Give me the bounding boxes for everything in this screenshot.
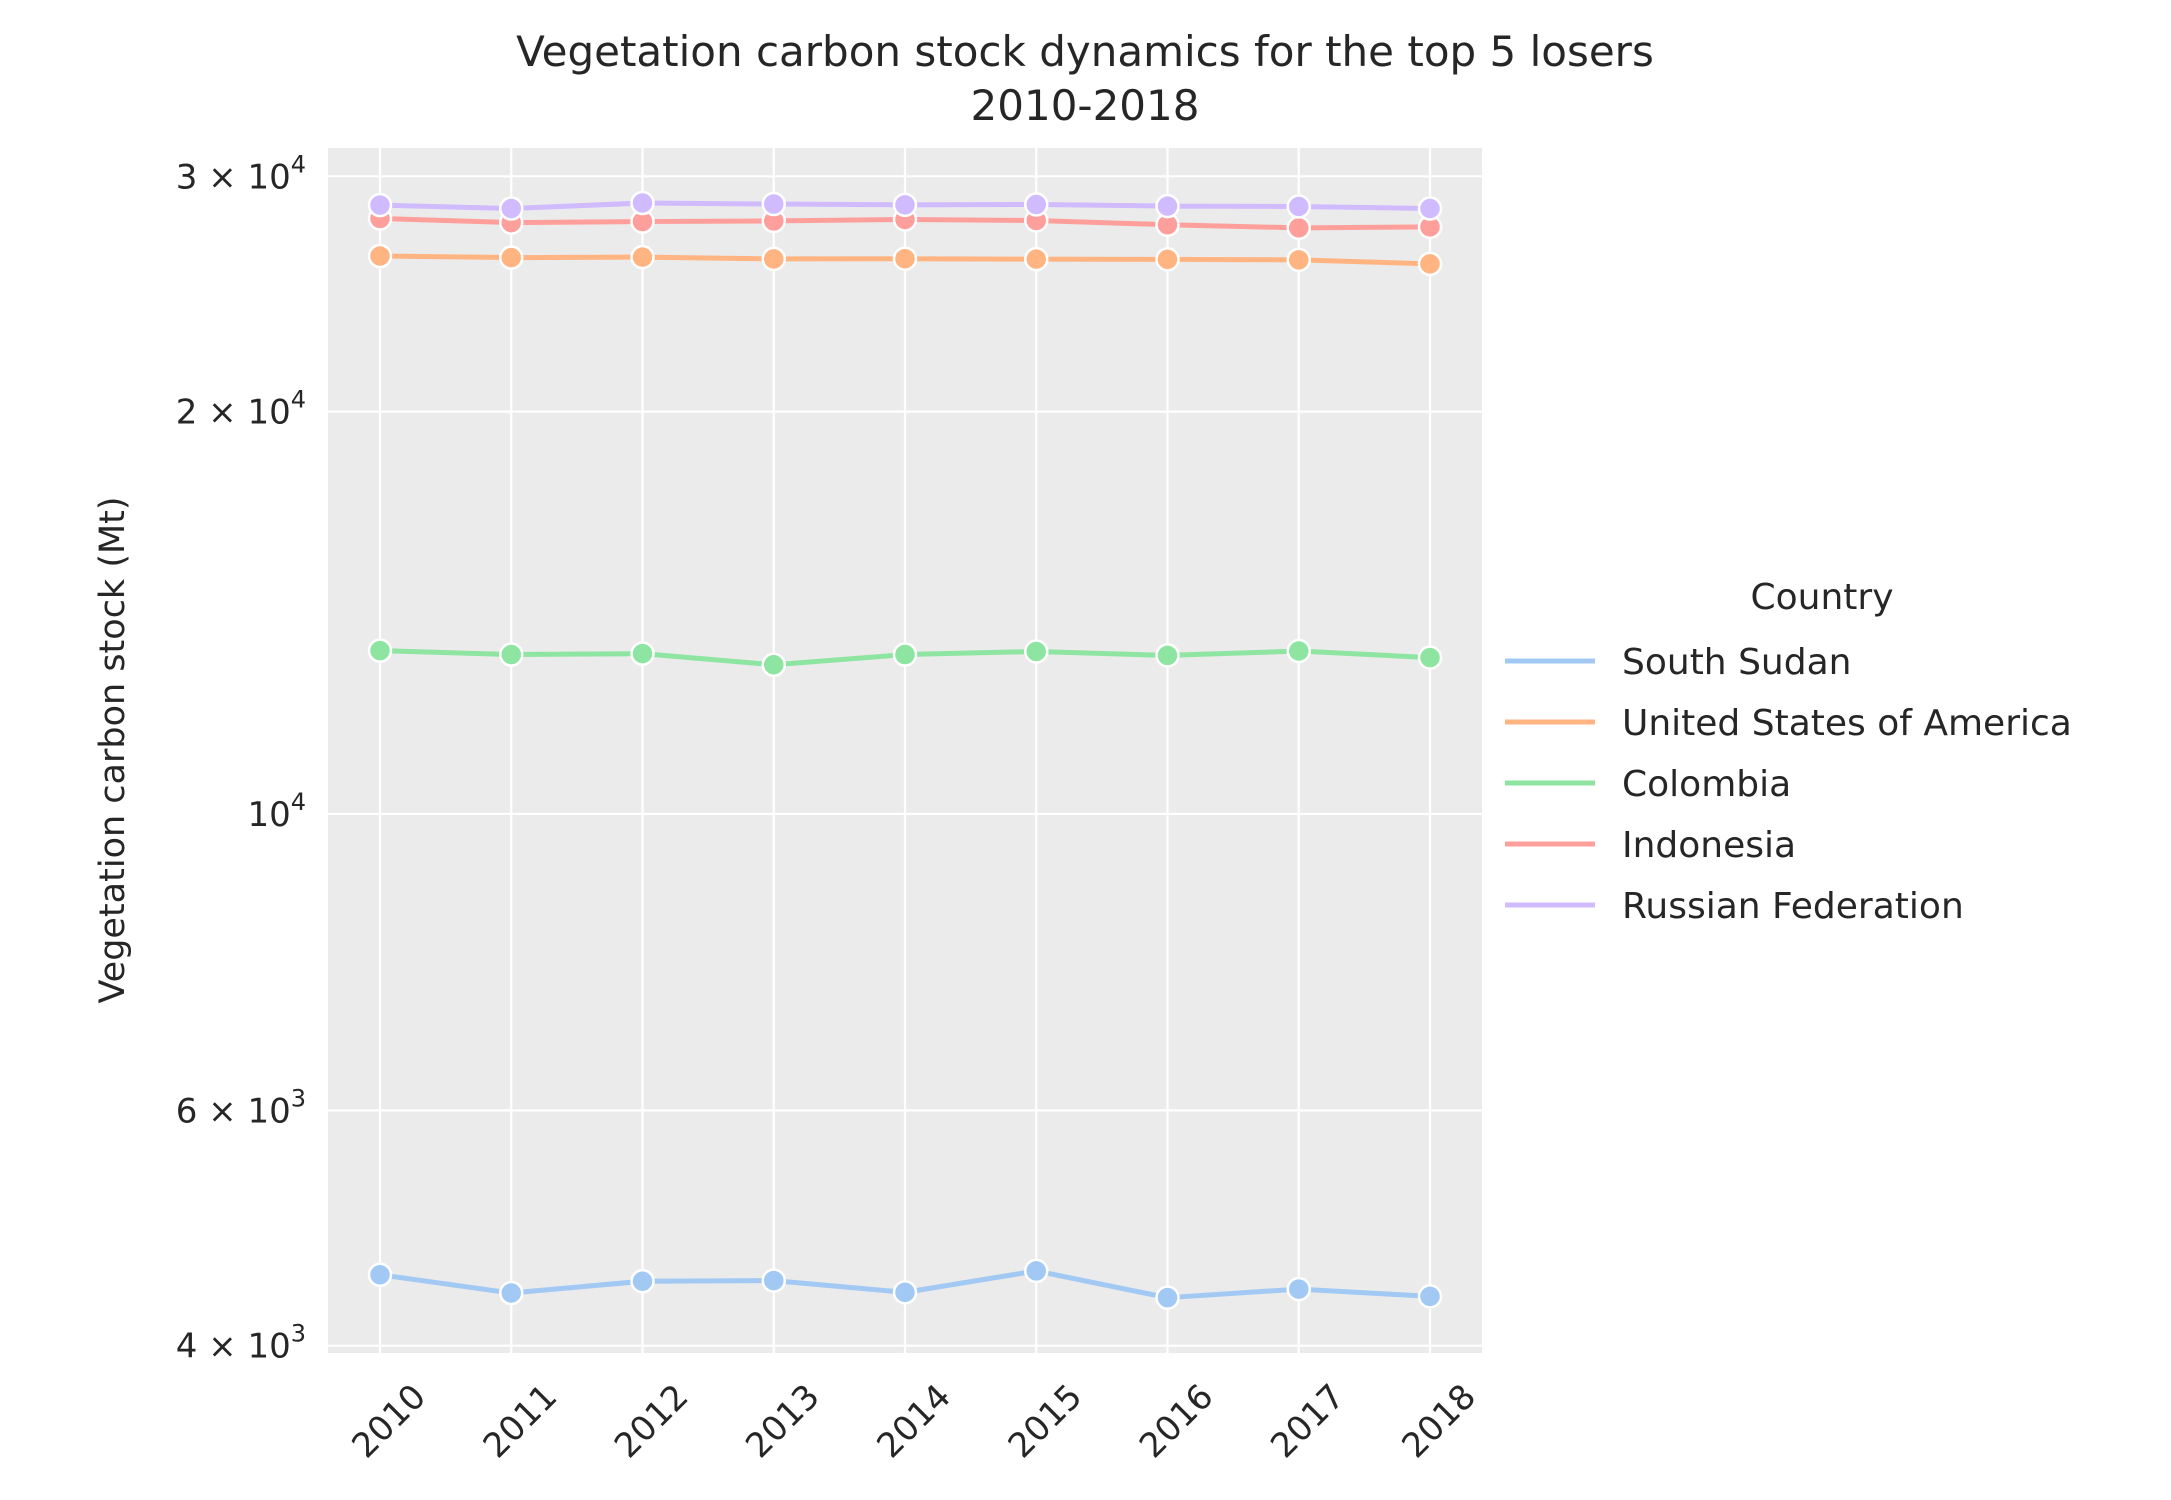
series-group	[367, 638, 1443, 678]
y-tick-label-exponent: 3	[291, 1084, 306, 1112]
y-tick-label-base: 6 × 10	[176, 1091, 291, 1131]
x-tick-label: 2016	[1132, 1377, 1221, 1466]
series-group	[367, 1258, 1443, 1310]
x-tick-label: 2012	[607, 1377, 696, 1466]
y-tick-label: 3 × 104	[176, 150, 306, 197]
legend-label: United States of America	[1622, 703, 2072, 744]
y-tick-label-base: 10	[247, 795, 290, 835]
data-point	[630, 641, 655, 666]
data-point	[1024, 246, 1049, 272]
data-point	[1417, 196, 1443, 221]
data-point	[1155, 1285, 1180, 1310]
data-point	[1024, 1258, 1049, 1284]
y-tick-label-exponent: 3	[291, 1320, 306, 1348]
x-tick-labels: 2010 2011 2012 2013 2014 2015 2016 2017 2018	[344, 1377, 1483, 1466]
data-point	[499, 1280, 524, 1306]
legend-label: South Sudan	[1622, 642, 1851, 683]
x-tick-label: 2015	[1001, 1377, 1090, 1466]
data-point	[1286, 194, 1311, 219]
x-tick-label: 2017	[1263, 1377, 1352, 1466]
data-point	[1286, 247, 1311, 273]
data-point	[892, 246, 918, 271]
series-layer	[367, 190, 1443, 1310]
data-point	[1286, 215, 1311, 241]
y-tick-label: 6 × 103	[176, 1084, 306, 1131]
y-tick-label-base: 3 × 10	[176, 157, 291, 197]
data-point	[1155, 643, 1180, 668]
y-tick-label-exponent: 4	[291, 386, 306, 414]
series-group	[367, 243, 1443, 277]
data-point	[892, 1280, 918, 1305]
legend-label: Indonesia	[1622, 825, 1796, 866]
data-point	[761, 1268, 786, 1293]
y-tick-label-exponent: 4	[291, 150, 306, 178]
y-tick-label-base: 4 × 10	[176, 1327, 291, 1367]
data-point	[761, 246, 786, 272]
data-point	[630, 244, 655, 270]
data-point	[367, 243, 393, 269]
y-tick-label-base: 2 × 10	[176, 393, 291, 433]
data-point	[367, 192, 393, 218]
data-point	[892, 192, 918, 218]
data-point	[367, 638, 393, 663]
data-point	[1417, 251, 1443, 277]
x-tick-label: 2018	[1394, 1377, 1483, 1466]
series-group	[367, 190, 1443, 221]
legend: Country South Sudan United States of Amer…	[1505, 577, 2072, 927]
y-tick-label: 104	[247, 788, 306, 835]
x-tick-label: 2013	[738, 1377, 827, 1466]
legend-label: Russian Federation	[1622, 886, 1964, 927]
gridlines	[328, 148, 1482, 1353]
y-axis-label: Vegetation carbon stock (Mt)	[93, 496, 133, 1003]
data-point	[499, 642, 524, 667]
legend-title: Country	[1750, 577, 1893, 618]
data-point	[1286, 1276, 1311, 1302]
data-point	[499, 245, 524, 270]
chart-title-line-2: 2010-2018	[971, 81, 1200, 130]
data-point	[1417, 1284, 1443, 1309]
data-point	[1155, 247, 1180, 272]
x-tick-label: 2011	[476, 1377, 565, 1466]
x-tick-label: 2014	[869, 1377, 958, 1466]
x-tick-label: 2010	[344, 1377, 433, 1466]
chart-title-line-1: Vegetation carbon stock dynamics for the…	[516, 27, 1654, 76]
data-point	[1024, 639, 1049, 664]
data-point	[1024, 192, 1049, 217]
data-point	[367, 1262, 393, 1288]
data-point	[1286, 638, 1311, 664]
data-point	[892, 642, 918, 667]
data-point	[630, 1268, 655, 1294]
y-tick-label-exponent: 4	[291, 788, 306, 816]
data-point	[1155, 193, 1180, 219]
legend-label: Colombia	[1622, 764, 1791, 805]
y-tick-label: 2 × 104	[176, 386, 306, 433]
data-point	[630, 190, 655, 216]
y-tick-label: 4 × 103	[176, 1320, 306, 1367]
data-point	[1417, 645, 1443, 670]
data-point	[761, 191, 786, 217]
data-point	[499, 196, 524, 221]
data-point	[761, 652, 786, 678]
